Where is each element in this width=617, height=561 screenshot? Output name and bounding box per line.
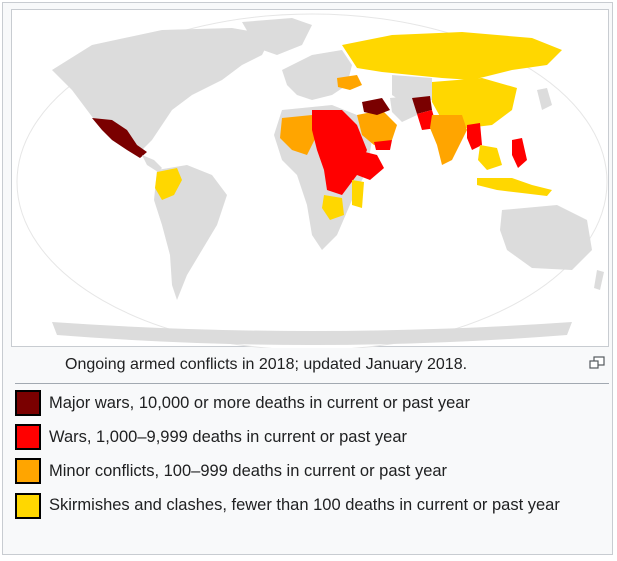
legend-swatch-skirmish [15,492,41,519]
australia [500,205,592,270]
russia [342,32,562,80]
east-africa [352,180,364,208]
central-africa [322,195,344,220]
legend-label: Wars, 1,000–9,999 deaths in current or p… [49,427,408,446]
europe [282,50,352,100]
legend-swatch-wars [15,424,41,450]
greenland [242,18,312,55]
world-map[interactable] [11,9,609,348]
legend-item-major: Major wars, 10,000 or more deaths in cur… [15,388,470,418]
legend-swatch-major [15,390,41,416]
southeast-asia [478,145,502,170]
india [430,115,467,165]
new-zealand [594,270,604,290]
sahel [312,110,367,195]
world-map-svg [16,13,608,348]
legend-item-wars: Wars, 1,000–9,999 deaths in current or p… [15,422,407,452]
mexico [92,118,147,158]
south-america [154,165,227,300]
indonesia [477,178,552,196]
ukraine [337,75,362,90]
colombia [155,168,182,200]
caption-separator [15,383,609,384]
japan [537,88,552,110]
legend-item-skirmish: Skirmishes and clashes, fewer than 100 d… [15,489,605,521]
west-africa [280,115,317,155]
legend-label: Major wars, 10,000 or more deaths in cur… [49,393,470,412]
yemen [374,140,392,150]
horn-africa [357,150,384,180]
afghanistan [412,96,432,114]
saudi-arabia [357,110,397,145]
magnify-icon[interactable] [589,356,605,370]
philippines [512,138,527,168]
central-america [142,155,162,172]
antarctica [52,322,572,345]
syria-iraq [362,98,390,115]
map-caption: Ongoing armed conflicts in 2018; updated… [65,356,468,373]
myanmar [467,123,482,150]
legend-label: Minor conflicts, 100–999 deaths in curre… [49,461,448,480]
legend-item-minor: Minor conflicts, 100–999 deaths in curre… [15,456,447,486]
legend-label: Skirmishes and clashes, fewer than 100 d… [49,496,560,514]
map-infobox: Ongoing armed conflicts in 2018; updated… [2,2,613,555]
legend-swatch-minor [15,458,41,484]
iran [390,96,417,122]
